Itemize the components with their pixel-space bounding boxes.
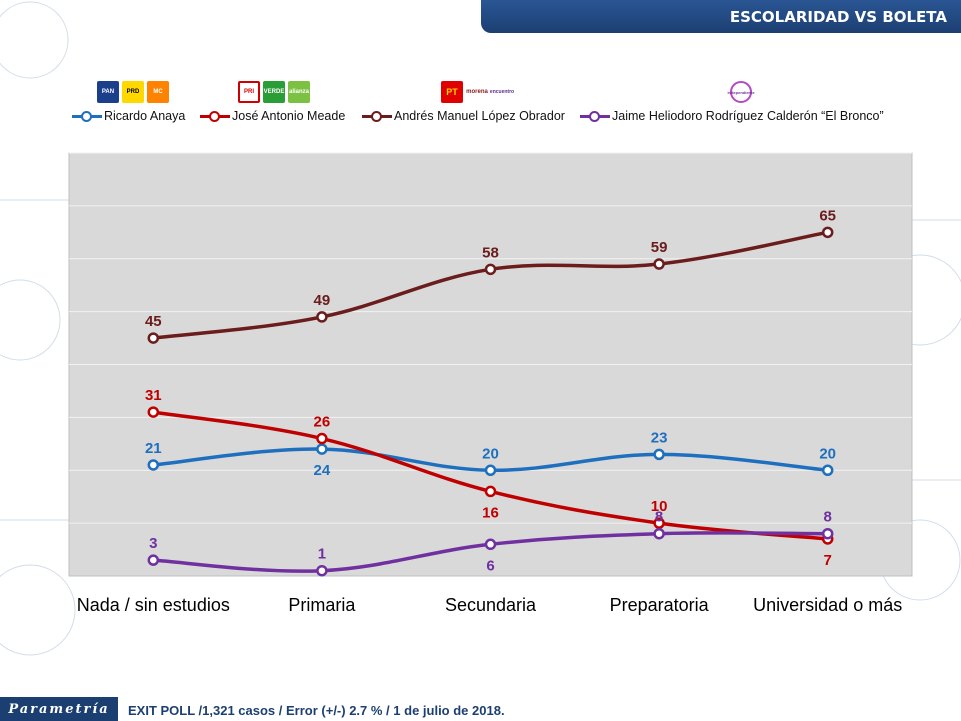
independiente-logo: independiente: [727, 81, 755, 103]
verde-logo: VERDE: [263, 81, 285, 103]
footer: Parametría EXIT POLL /1,321 casos / Erro…: [0, 695, 961, 721]
data-label-bronco: 8: [655, 509, 663, 526]
page-title: ESCOLARIDAD VS BOLETA: [729, 7, 947, 26]
legend-swatch-meade: [200, 109, 230, 123]
mc-logo: MC: [147, 81, 169, 103]
data-point-meade: [316, 432, 328, 445]
data-label-meade: 16: [482, 504, 499, 521]
data-label-bronco: 8: [824, 509, 832, 526]
title-bar: ESCOLARIDAD VS BOLETA: [481, 0, 961, 33]
data-point-bronco: [821, 527, 834, 540]
x-tick-label: Preparatoria: [610, 595, 710, 615]
data-label-amlo: 58: [482, 244, 499, 261]
data-label-anaya: 24: [314, 462, 331, 479]
data-label-amlo: 49: [314, 292, 331, 309]
data-point-amlo: [147, 332, 160, 344]
legend-swatch-anaya: [72, 109, 102, 123]
data-point-anaya: [484, 464, 497, 476]
legend-label-meade: José Antonio Meade: [232, 109, 346, 123]
data-point-amlo: [484, 263, 497, 276]
legend-item-anaya: Ricardo Anaya: [72, 109, 185, 123]
data-point-bronco: [316, 564, 328, 577]
data-point-bronco: [484, 538, 497, 551]
amlo-logos: PT morena encuentro: [441, 81, 514, 103]
data-label-meade: 26: [314, 414, 331, 431]
legend-swatch-bronco: [580, 109, 610, 123]
alianza-logo: alianza: [288, 81, 310, 103]
data-label-anaya: 23: [651, 429, 668, 446]
pri-logo: PRI: [238, 81, 260, 103]
data-label-anaya: 21: [145, 440, 162, 457]
pan-logo: PAN: [97, 81, 119, 103]
legend-item-bronco: Jaime Heliodoro Rodríguez Calderón “El B…: [580, 109, 884, 123]
data-label-anaya: 20: [819, 445, 836, 462]
data-point-amlo: [316, 311, 328, 323]
data-point-anaya: [653, 448, 665, 461]
chart-legend: Ricardo Anaya José Antonio Meade Andrés …: [72, 109, 952, 127]
data-label-bronco: 3: [149, 535, 157, 552]
bronco-logos: independiente: [727, 81, 755, 103]
data-label-amlo: 59: [651, 239, 668, 256]
data-label-amlo: 65: [819, 207, 836, 224]
data-point-amlo: [653, 258, 665, 270]
data-point-meade: [147, 406, 160, 418]
x-tick-label: Nada / sin estudios: [77, 595, 230, 615]
x-tick-label: Universidad o más: [753, 595, 902, 615]
data-label-meade: 31: [145, 387, 162, 404]
data-label-anaya: 20: [482, 445, 499, 462]
data-point-meade: [653, 517, 665, 529]
data-label-bronco: 1: [318, 546, 326, 563]
data-point-bronco: [147, 554, 160, 566]
footer-note: EXIT POLL /1,321 casos / Error (+/-) 2.7…: [128, 703, 505, 718]
pt-logo: PT: [441, 81, 463, 103]
x-tick-label: Secundaria: [445, 595, 537, 615]
encuentro-logo: encuentro: [490, 81, 514, 103]
legend-swatch-amlo: [362, 109, 392, 123]
legend-item-meade: José Antonio Meade: [200, 109, 345, 123]
data-label-meade: 7: [824, 552, 832, 569]
legend-label-amlo: Andrés Manuel López Obrador: [394, 109, 565, 123]
data-label-amlo: 45: [145, 313, 162, 330]
legend-item-amlo: Andrés Manuel López Obrador: [362, 109, 565, 123]
prd-logo: PRD: [122, 81, 144, 103]
meade-logos: PRI VERDE alianza: [238, 81, 310, 103]
morena-logo: morena: [466, 81, 488, 103]
data-point-anaya: [821, 464, 834, 476]
data-point-amlo: [821, 226, 834, 239]
data-point-anaya: [147, 459, 160, 471]
data-point-anaya: [316, 443, 328, 455]
x-tick-label: Primaria: [288, 595, 356, 615]
data-point-bronco: [653, 527, 665, 540]
legend-label-anaya: Ricardo Anaya: [104, 109, 186, 123]
data-label-bronco: 6: [486, 557, 494, 574]
data-label-meade: 10: [651, 498, 668, 515]
anaya-logos: PAN PRD MC: [97, 81, 169, 103]
legend-label-bronco: Jaime Heliodoro Rodríguez Calderón “El B…: [612, 109, 884, 123]
footer-brand-logo: Parametría: [0, 697, 118, 721]
data-point-meade: [484, 485, 497, 498]
